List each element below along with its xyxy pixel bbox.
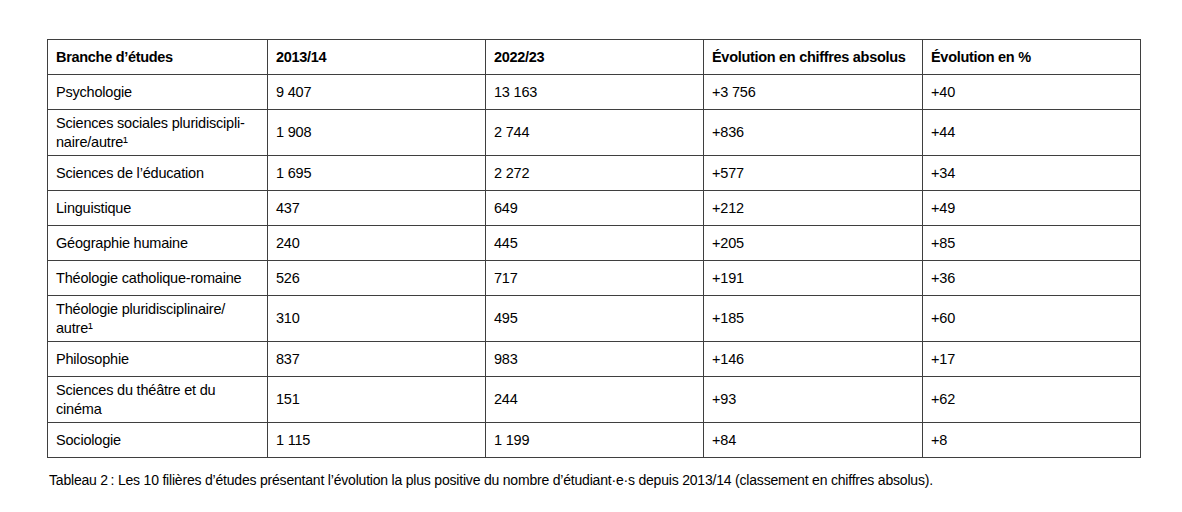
table-row: Sciences sociales pluridiscipli- naire/a… (48, 110, 1141, 156)
cell-2022: 2 272 (486, 156, 704, 191)
cell-evol-pct: +40 (923, 75, 1141, 110)
cell-evol-pct: +8 (923, 423, 1141, 458)
cell-2013: 151 (268, 377, 486, 423)
column-header-branche: Branche d’études (48, 40, 268, 75)
cell-evol-pct: +17 (923, 342, 1141, 377)
cell-evol-pct: +85 (923, 226, 1141, 261)
table-header-row: Branche d’études 2013/14 2022/23 Évoluti… (48, 40, 1141, 75)
cell-2022: 13 163 (486, 75, 704, 110)
cell-2022: 2 744 (486, 110, 704, 156)
table-row: Linguistique 437 649 +212 +49 (48, 191, 1141, 226)
cell-2022: 983 (486, 342, 704, 377)
cell-2022: 717 (486, 261, 704, 296)
cell-evol-pct: +62 (923, 377, 1141, 423)
table-row: Théologie catholique-romaine 526 717 +19… (48, 261, 1141, 296)
table-row: Psychologie 9 407 13 163 +3 756 +40 (48, 75, 1141, 110)
cell-2013: 1 908 (268, 110, 486, 156)
cell-2013: 437 (268, 191, 486, 226)
cell-evol-pct: +49 (923, 191, 1141, 226)
column-header-2022-23: 2022/23 (486, 40, 704, 75)
students-evolution-table-container: Branche d’études 2013/14 2022/23 Évoluti… (47, 39, 1140, 458)
cell-branche: Théologie pluridisciplinaire/ autre¹ (48, 296, 268, 342)
cell-evol-pct: +60 (923, 296, 1141, 342)
cell-2013: 240 (268, 226, 486, 261)
table-row: Sciences du théâtre et du cinéma 151 244… (48, 377, 1141, 423)
cell-evol-abs: +577 (704, 156, 923, 191)
cell-branche: Philosophie (48, 342, 268, 377)
cell-evol-pct: +44 (923, 110, 1141, 156)
cell-evol-abs: +212 (704, 191, 923, 226)
cell-evol-abs: +205 (704, 226, 923, 261)
cell-2022: 445 (486, 226, 704, 261)
cell-2013: 837 (268, 342, 486, 377)
column-header-evolution-absolue: Évolution en chiffres absolus (704, 40, 923, 75)
cell-evol-abs: +191 (704, 261, 923, 296)
cell-evol-abs: +3 756 (704, 75, 923, 110)
cell-evol-pct: +34 (923, 156, 1141, 191)
cell-2013: 310 (268, 296, 486, 342)
cell-branche: Linguistique (48, 191, 268, 226)
table-row: Sciences de l’éducation 1 695 2 272 +577… (48, 156, 1141, 191)
table-row: Philosophie 837 983 +146 +17 (48, 342, 1141, 377)
table-row: Géographie humaine 240 445 +205 +85 (48, 226, 1141, 261)
cell-2013: 1 115 (268, 423, 486, 458)
cell-2022: 244 (486, 377, 704, 423)
cell-branche: Géographie humaine (48, 226, 268, 261)
cell-branche: Sciences du théâtre et du cinéma (48, 377, 268, 423)
cell-2022: 649 (486, 191, 704, 226)
column-header-2013-14: 2013/14 (268, 40, 486, 75)
cell-branche: Sciences de l’éducation (48, 156, 268, 191)
cell-2022: 1 199 (486, 423, 704, 458)
cell-evol-abs: +146 (704, 342, 923, 377)
students-evolution-table: Branche d’études 2013/14 2022/23 Évoluti… (47, 39, 1141, 458)
cell-evol-abs: +84 (704, 423, 923, 458)
cell-branche: Sciences sociales pluridiscipli- naire/a… (48, 110, 268, 156)
cell-branche: Sociologie (48, 423, 268, 458)
cell-evol-pct: +36 (923, 261, 1141, 296)
column-header-evolution-pct: Évolution en % (923, 40, 1141, 75)
table-row: Sociologie 1 115 1 199 +84 +8 (48, 423, 1141, 458)
document-page: Branche d’études 2013/14 2022/23 Évoluti… (0, 0, 1182, 512)
cell-2022: 495 (486, 296, 704, 342)
cell-2013: 526 (268, 261, 486, 296)
cell-evol-abs: +185 (704, 296, 923, 342)
cell-branche: Théologie catholique-romaine (48, 261, 268, 296)
cell-2013: 9 407 (268, 75, 486, 110)
cell-2013: 1 695 (268, 156, 486, 191)
table-caption: Tableau 2 : Les 10 filières d’études pré… (49, 472, 1149, 488)
table-row: Théologie pluridisciplinaire/ autre¹ 310… (48, 296, 1141, 342)
cell-evol-abs: +93 (704, 377, 923, 423)
cell-branche: Psychologie (48, 75, 268, 110)
cell-evol-abs: +836 (704, 110, 923, 156)
